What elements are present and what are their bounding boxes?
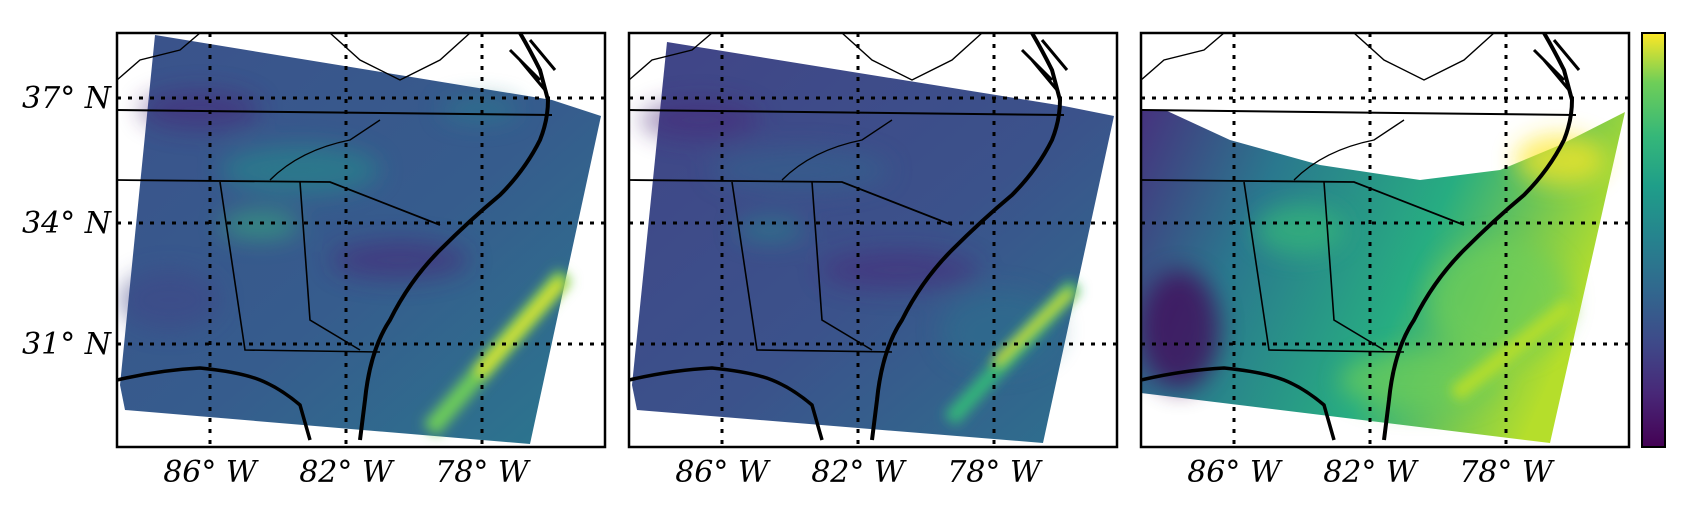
gridlines-3	[1141, 33, 1629, 447]
lon-label-82: 82° W	[1323, 455, 1419, 490]
lat-label-34: 34° N	[22, 206, 113, 241]
lon-label-78: 78° W	[435, 455, 531, 490]
lon-label-86: 86° W	[163, 455, 259, 490]
panel-frame-1	[115, 31, 607, 449]
latitude-labels: 37° N 34° N 31° N	[22, 81, 113, 362]
gridlines-1	[117, 33, 605, 447]
gridlines-2	[629, 33, 1117, 447]
longitude-labels-2: 86° W 82° W 78° W	[675, 455, 1043, 490]
map-panel-3	[1139, 31, 1631, 449]
lon-label-78: 78° W	[947, 455, 1043, 490]
lon-label-82: 82° W	[811, 455, 907, 490]
borders-1	[117, 33, 557, 441]
map-panel-2	[627, 31, 1119, 449]
borders-3	[1141, 33, 1581, 441]
lat-label-31: 31° N	[22, 327, 113, 362]
longitude-labels-1: 86° W 82° W 78° W	[163, 455, 531, 490]
borders-2	[629, 33, 1069, 441]
lon-label-82: 82° W	[299, 455, 395, 490]
lon-label-86: 86° W	[1187, 455, 1283, 490]
panel-frame-3	[1139, 31, 1631, 449]
colorbar	[1641, 32, 1666, 448]
lon-label-78: 78° W	[1459, 455, 1555, 490]
longitude-labels-3: 86° W 82° W 78° W	[1187, 455, 1555, 490]
lat-label-37: 37° N	[22, 81, 113, 116]
lon-label-86: 86° W	[675, 455, 771, 490]
yellow-band-3	[1450, 298, 1575, 402]
map-panel-1	[115, 31, 607, 449]
colorbar-gradient	[1642, 33, 1665, 447]
colorbar-frame	[1641, 32, 1666, 448]
panel-frame-2	[627, 31, 1119, 449]
